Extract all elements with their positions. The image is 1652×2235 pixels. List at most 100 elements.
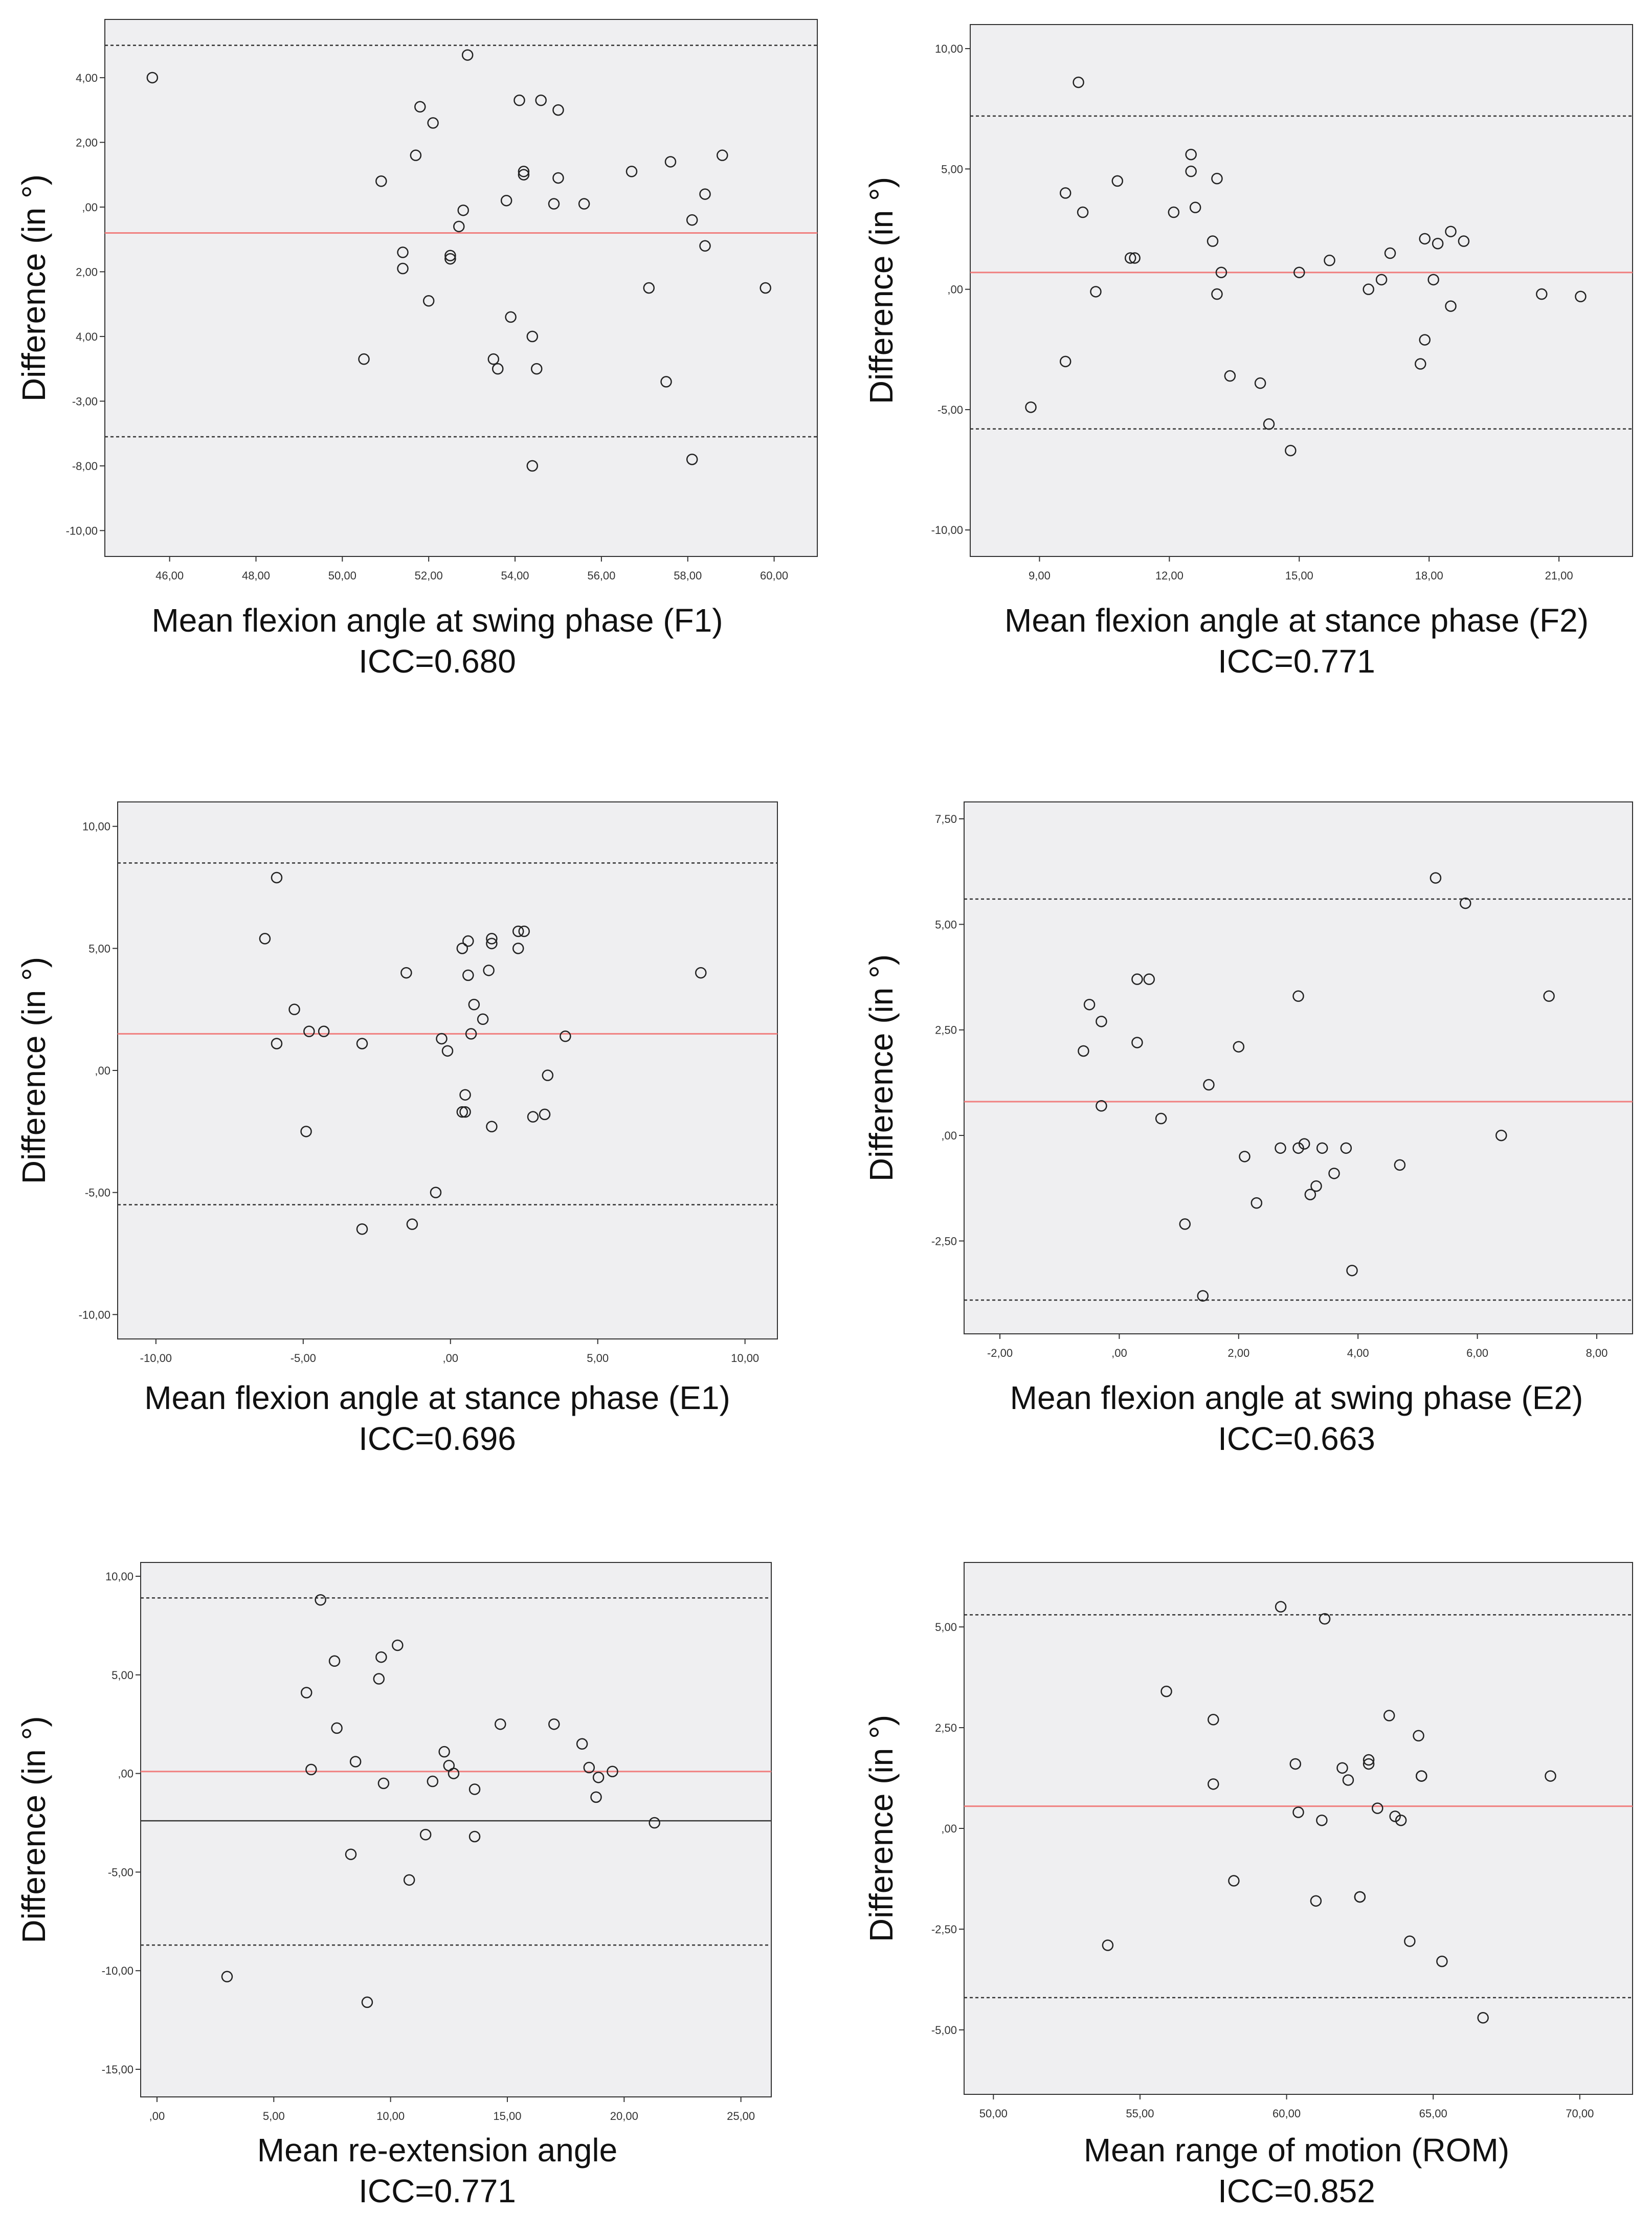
data-point — [1129, 252, 1141, 264]
data-point — [1304, 1189, 1316, 1200]
data-point — [436, 1033, 448, 1045]
x-tick-label: 52,00 — [415, 569, 443, 582]
y-tick-label: 5,00 — [111, 1669, 133, 1682]
data-point — [259, 933, 271, 945]
y-tick-label: -15,00 — [102, 2063, 133, 2076]
data-point — [578, 198, 590, 210]
data-point — [468, 998, 480, 1011]
y-tick-label: 4,00 — [76, 330, 98, 343]
y-tick-label: 5,00 — [941, 163, 963, 175]
y-axis-label: Difference (in °) — [863, 1715, 900, 1942]
data-point — [576, 1738, 588, 1750]
data-point — [1289, 1758, 1302, 1770]
chart-title: Mean flexion angle at swing phase (E2) — [1010, 1379, 1583, 1416]
icc-value: ICC=0.680 — [359, 643, 516, 680]
x-tick-label: 60,00 — [1273, 2107, 1301, 2120]
y-tick-label: ,00 — [941, 1129, 957, 1142]
data-point — [318, 1025, 330, 1037]
x-tick-label: 56,00 — [587, 569, 615, 582]
data-point — [1254, 377, 1266, 389]
data-point — [414, 101, 426, 113]
x-tick-label: 55,00 — [1126, 2107, 1154, 2120]
data-point — [699, 188, 711, 200]
data-point — [1310, 1180, 1322, 1192]
data-point — [1059, 355, 1071, 368]
data-point — [1111, 175, 1124, 187]
data-point — [1124, 252, 1136, 264]
data-point — [1131, 973, 1143, 985]
data-point — [717, 149, 728, 161]
data-point — [1545, 1770, 1556, 1782]
x-tick-label: 8,00 — [1586, 1347, 1608, 1359]
data-point — [1404, 1935, 1416, 1947]
data-point — [453, 220, 465, 233]
data-point — [1416, 1770, 1427, 1782]
x-tick-label: 5,00 — [263, 2110, 285, 2122]
bland-altman-plot-6: 50,00 55,00 60,00 65,00 70,00 5,00 2,50 ,00 -2,5… — [863, 1562, 1633, 2209]
y-tick-label: -10,00 — [66, 524, 98, 537]
data-point — [459, 1089, 471, 1101]
data-point — [1319, 1613, 1331, 1625]
data-point — [487, 353, 500, 365]
y-tick-label: 10,00 — [105, 1570, 133, 1583]
data-point — [375, 175, 387, 187]
x-tick-label: 10,00 — [731, 1352, 759, 1365]
x-tick-label: 12,00 — [1155, 569, 1184, 582]
data-point — [461, 49, 474, 61]
data-point — [300, 1687, 312, 1698]
data-point — [542, 1069, 554, 1081]
y-tick-label: ,00 — [118, 1768, 133, 1780]
y-tick-label: -5,00 — [108, 1866, 133, 1879]
y-tick-label: 10,00 — [935, 42, 963, 55]
y-axis-label: Difference (in °) — [15, 957, 52, 1184]
y-tick-label: 2,50 — [935, 1024, 957, 1037]
data-point — [1073, 76, 1084, 88]
data-point — [303, 1025, 315, 1037]
data-point — [607, 1765, 618, 1777]
y-tick-label: 10,00 — [82, 820, 110, 833]
data-point — [1179, 1218, 1191, 1230]
data-point — [526, 460, 539, 472]
data-point — [373, 1673, 385, 1685]
data-point — [560, 1030, 571, 1042]
x-tick-label: 4,00 — [1347, 1347, 1369, 1359]
bland-altman-plot-2: 9,00 12,00 15,00 18,00 21,00 10,00 5,00 ,00 -5,0… — [863, 24, 1633, 680]
data-point — [1160, 1685, 1172, 1697]
chart-title: Mean re-extension angle — [257, 2132, 617, 2169]
data-point — [1251, 1197, 1263, 1209]
x-tick-label: ,00 — [149, 2110, 165, 2122]
data-point — [392, 1639, 404, 1651]
x-tick-label: 58,00 — [674, 569, 702, 582]
data-point — [427, 1775, 439, 1787]
data-point — [1495, 1129, 1507, 1142]
data-point — [465, 1028, 477, 1040]
data-point — [492, 363, 504, 375]
y-tick-label: -2,50 — [931, 1235, 957, 1247]
data-point — [1185, 148, 1197, 161]
data-point — [512, 943, 524, 954]
data-point — [1293, 266, 1305, 278]
x-tick-label: 15,00 — [493, 2110, 521, 2122]
data-point — [345, 1848, 357, 1860]
x-tick-label: 46,00 — [155, 569, 184, 582]
x-tick-label: 9,00 — [1029, 569, 1051, 582]
data-point — [530, 363, 543, 375]
y-tick-label: -3,00 — [72, 395, 98, 408]
data-point — [1575, 290, 1587, 303]
x-tick-label: 21,00 — [1545, 569, 1573, 582]
bland-altman-plot-1: 46,00 48,00 50,00 52,00 54,00 56,00 58,00 60,00… — [15, 19, 818, 680]
data-point — [271, 871, 283, 884]
x-tick-label: 48,00 — [242, 569, 270, 582]
data-point — [397, 247, 409, 258]
data-point — [486, 937, 498, 950]
x-tick-label: ,00 — [442, 1352, 458, 1365]
x-tick-label: 5,00 — [587, 1352, 609, 1365]
data-point — [419, 1828, 432, 1841]
y-axis-label: Difference (in °) — [15, 174, 52, 401]
data-point — [539, 1108, 551, 1121]
data-point — [1340, 1142, 1352, 1154]
data-point — [1328, 1168, 1340, 1179]
data-point — [1298, 1138, 1310, 1150]
bland-altman-plot-3: -10,00 -5,00 ,00 5,00 10,00 10,00 5,00 ,00 -5,00… — [15, 801, 778, 1457]
data-point — [1427, 274, 1439, 286]
